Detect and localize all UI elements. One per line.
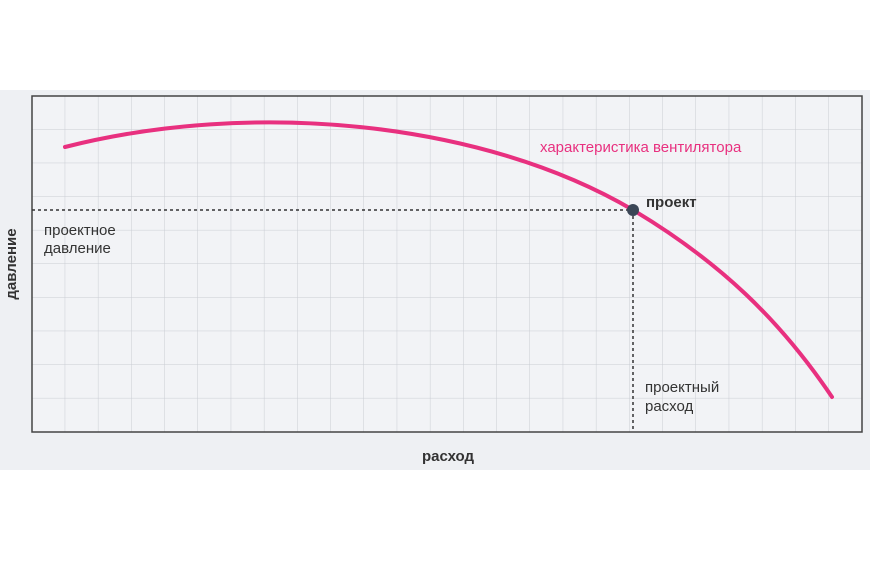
point-label: проект bbox=[646, 194, 697, 211]
design-point bbox=[627, 204, 639, 216]
fan-curve bbox=[63, 120, 834, 399]
y-axis-label: давление bbox=[3, 228, 20, 299]
plot-frame bbox=[31, 95, 863, 433]
x-axis-label: расход bbox=[422, 448, 475, 465]
flow-label: проектный bbox=[645, 379, 719, 396]
pressure-label: проектное bbox=[44, 222, 116, 239]
curve-label: характеристика вентилятора bbox=[540, 139, 742, 156]
pressure-label: давление bbox=[44, 240, 111, 257]
grid bbox=[32, 96, 862, 432]
flow-label: расход bbox=[645, 398, 694, 415]
